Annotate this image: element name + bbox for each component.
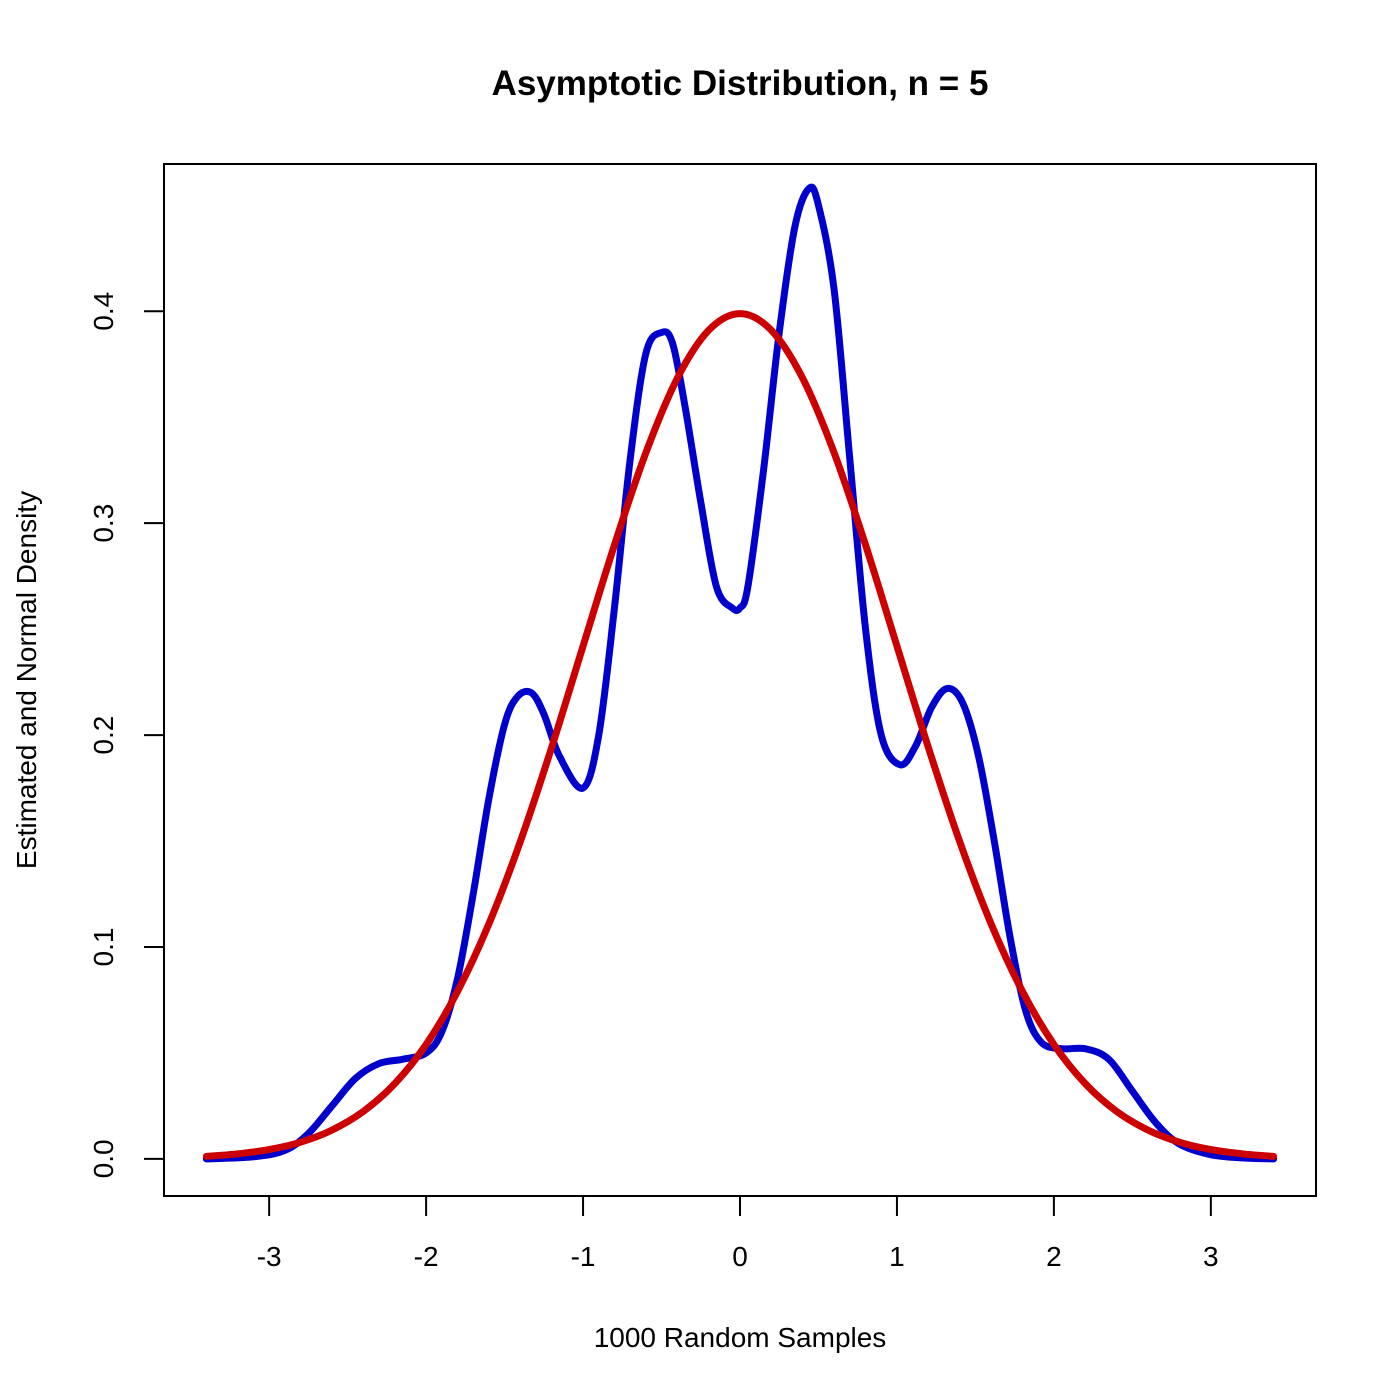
series-layer <box>202 183 1278 1163</box>
y-tick-label: 0.0 <box>88 1139 119 1178</box>
plot-frame <box>163 163 1317 1197</box>
x-tick-label: 3 <box>1203 1241 1219 1272</box>
y-axis: 0.0 0.1 0.2 0.3 0.4 <box>88 292 165 1178</box>
y-tick-label: 0.3 <box>88 504 119 543</box>
x-tick-label: 2 <box>1046 1241 1062 1272</box>
x-axis-label: 1000 Random Samples <box>594 1322 887 1353</box>
x-tick-label: -2 <box>414 1241 439 1272</box>
y-tick-label: 0.4 <box>88 292 119 331</box>
normal-density-line <box>202 310 1278 1160</box>
estimated-density-line <box>202 183 1278 1163</box>
x-tick-label: 0 <box>732 1241 748 1272</box>
x-tick-label: 1 <box>889 1241 905 1272</box>
x-axis: -3 -2 -1 0 1 2 3 <box>257 1195 1219 1272</box>
x-tick-label: -3 <box>257 1241 282 1272</box>
y-tick-label: 0.1 <box>88 928 119 967</box>
x-tick-label: -1 <box>571 1241 596 1272</box>
y-tick-label: 0.2 <box>88 716 119 755</box>
y-axis-label: Estimated and Normal Density <box>11 491 42 869</box>
chart-title: Asymptotic Distribution, n = 5 <box>492 64 989 103</box>
